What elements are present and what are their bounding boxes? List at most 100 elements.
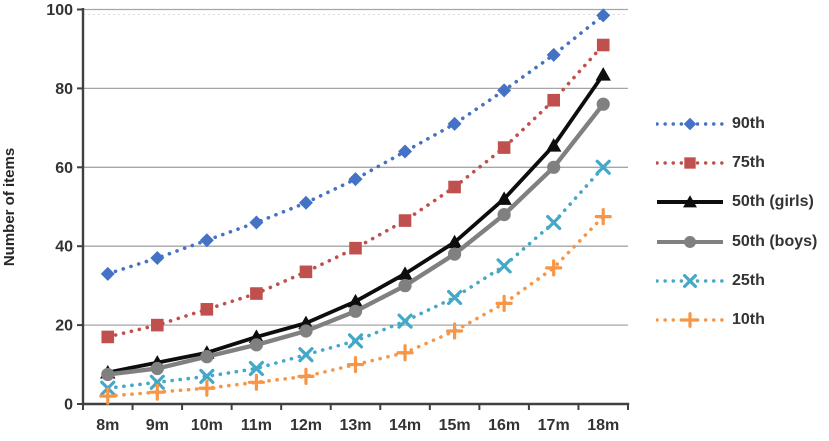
legend-marker [657,235,723,248]
y-tick-label: 0 [64,397,73,414]
square-marker [596,38,610,52]
circle-marker [596,97,610,111]
legend-label: 25th [732,271,765,289]
diamond-marker [348,172,363,187]
x-tick-label: 9m [146,417,169,434]
series-50th-girls- [100,67,611,379]
plus-marker [445,322,464,340]
diamond-marker [298,195,313,210]
series-line [105,13,606,276]
plus-marker [198,379,216,397]
diamond-marker [100,266,115,281]
diamond-marker [596,8,611,23]
x-tick-label: 10m [191,417,223,434]
plus-marker [148,383,166,401]
x-marker [595,159,611,175]
x-marker [397,313,413,329]
series-line [107,102,605,377]
circle-marker [547,160,561,174]
legend-marker [657,195,723,208]
x-tick-label: 8m [96,417,119,434]
diamond-marker [447,116,462,131]
legend-label: 50th (boys) [732,232,818,250]
diamond-marker [249,215,264,230]
series-90th [100,8,611,281]
x-marker [248,360,265,377]
legend-item-10th: 10th [656,300,817,339]
square-marker [299,265,313,279]
x-tick-label: 15m [439,417,471,434]
triangle-marker [683,195,697,208]
x-marker [347,333,364,349]
legend-item-50th-girls-: 50th (girls) [656,183,817,222]
plus-marker [545,259,563,277]
circle-marker [684,235,696,248]
circle-marker [497,208,511,222]
square-marker [497,141,511,154]
plus-marker [346,355,365,374]
diamond-marker [683,117,697,130]
y-tick-label: 20 [55,318,73,335]
circle-marker [200,350,214,364]
legend-item-25th: 25th [656,261,817,300]
y-tick-label: 60 [55,160,73,177]
triangle-marker [397,266,413,280]
x-tick-label: 18m [587,417,619,434]
legend-label: 75th [732,153,765,171]
legend-item-50th-boys-: 50th (boys) [656,222,817,261]
plus-marker [99,387,117,405]
circle-marker [299,324,313,338]
diamond-marker [546,47,561,62]
plus-marker [594,208,612,226]
series-50th-boys- [101,97,610,382]
x-marker [496,258,512,274]
legend-label: 10th [732,311,765,329]
square-marker [349,241,362,255]
series-line [107,73,605,375]
legend-marker [656,273,724,288]
square-marker [101,330,115,344]
plus-marker [297,367,315,385]
series-10th [99,208,612,405]
x-tick-label: 11m [241,417,272,434]
triangle-marker [496,191,512,205]
triangle-marker [545,138,562,152]
series-75th [101,38,610,344]
x-tick-label: 13m [339,417,371,434]
diamond-marker [497,83,512,98]
x-tick-label: 17m [538,417,570,434]
series-25th [100,159,611,396]
diamond-marker [150,251,165,266]
legend: 90th 75th 50th (girls) 50th (boys) 25th 10th [656,104,817,340]
plus-marker [682,312,698,329]
legend-marker [656,117,724,130]
x-marker [446,289,463,306]
square-marker [547,93,560,107]
x-marker [683,273,697,288]
legend-marker [656,157,724,169]
square-marker [398,214,412,227]
square-marker [151,318,164,332]
legend-label: 90th [732,114,765,132]
x-tick-label: 14m [389,417,421,434]
y-tick-label: 40 [55,239,73,256]
y-tick-label: 80 [55,81,73,98]
legend-label: 50th (girls) [732,193,814,211]
circle-marker [101,367,115,382]
y-axis-title: Number of items [1,148,18,266]
square-marker [448,180,461,194]
legend-item-90th: 90th [656,104,817,143]
plus-marker [495,294,513,313]
x-marker [149,374,165,390]
circle-marker [447,247,462,261]
x-tick-label: 16m [488,417,520,434]
circle-marker [150,361,164,376]
x-marker [199,368,215,384]
plus-marker [247,373,266,391]
y-tick-label: 100 [46,2,73,19]
x-marker [546,214,562,231]
diamond-marker [398,144,413,159]
legend-item-75th: 75th [656,143,817,182]
plus-marker [396,344,414,362]
